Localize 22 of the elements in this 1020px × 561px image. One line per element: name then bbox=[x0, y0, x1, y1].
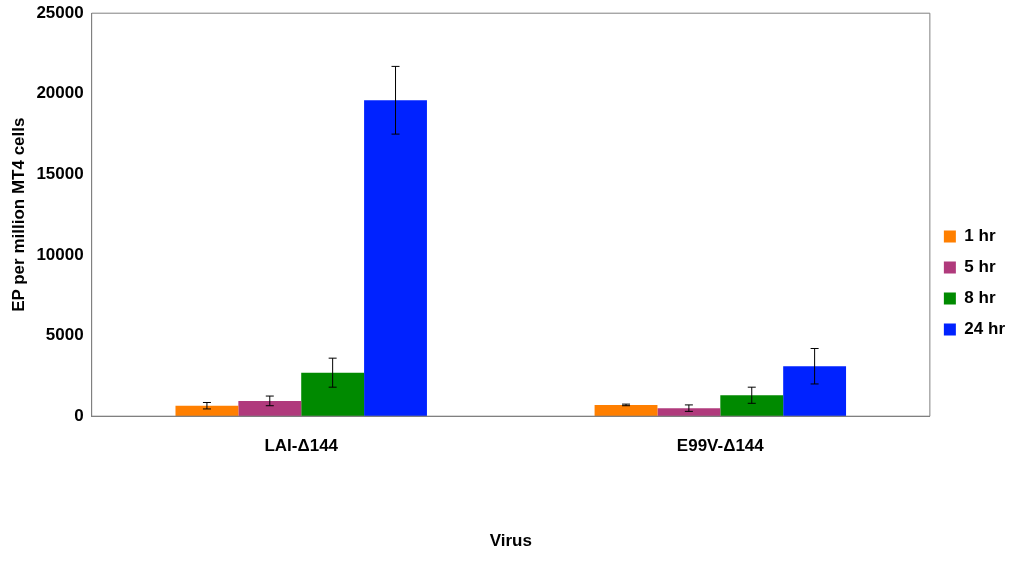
y-tick-label: 25000 bbox=[36, 2, 84, 22]
x-tick-label: E99V-Δ144 bbox=[676, 436, 765, 456]
y-tick-label: 0 bbox=[74, 405, 84, 425]
bar bbox=[783, 366, 847, 417]
x-axis-title: Virus bbox=[489, 531, 532, 551]
bar bbox=[238, 400, 302, 417]
y-axis-title: EP per million MT4 cells bbox=[8, 117, 28, 312]
bar bbox=[301, 372, 365, 417]
bar bbox=[720, 395, 784, 417]
legend-label: 8 hr bbox=[964, 288, 996, 308]
y-tick-label: 15000 bbox=[36, 164, 84, 184]
bar bbox=[594, 404, 658, 417]
y-tick-label: 5000 bbox=[45, 325, 84, 345]
x-tick-label: LAI-Δ144 bbox=[264, 436, 339, 456]
bar bbox=[175, 405, 239, 417]
y-tick-label: 10000 bbox=[36, 244, 84, 264]
bar bbox=[364, 100, 427, 417]
y-tick-label: 20000 bbox=[36, 83, 84, 103]
legend-label: 24 hr bbox=[964, 319, 1006, 339]
legend-label: 1 hr bbox=[964, 226, 996, 246]
legend-label: 5 hr bbox=[964, 257, 996, 277]
bar bbox=[657, 408, 721, 417]
